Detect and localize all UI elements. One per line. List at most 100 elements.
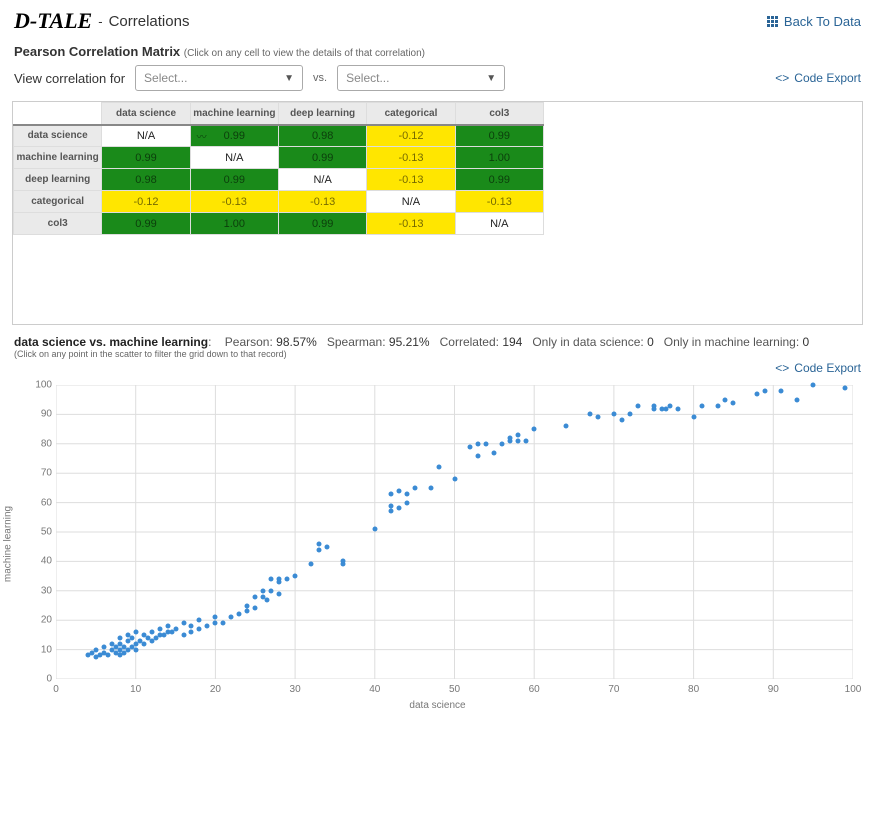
scatter-point[interactable] [595, 415, 600, 420]
matrix-cell[interactable]: 0.99 [102, 147, 190, 169]
scatter-point[interactable] [755, 391, 760, 396]
scatter-point[interactable] [763, 388, 768, 393]
scatter-point[interactable] [635, 403, 640, 408]
scatter-point[interactable] [181, 632, 186, 637]
matrix-cell[interactable]: -0.13 [367, 213, 455, 235]
scatter-point[interactable] [317, 547, 322, 552]
scatter-point[interactable] [699, 403, 704, 408]
matrix-cell[interactable]: -0.13 [190, 191, 278, 213]
scatter-point[interactable] [452, 477, 457, 482]
scatter-point[interactable] [117, 635, 122, 640]
matrix-cell[interactable]: 0.99〰 [190, 125, 278, 147]
scatter-point[interactable] [396, 488, 401, 493]
scatter-point[interactable] [476, 453, 481, 458]
column-select-2[interactable]: Select... ▼ [337, 65, 505, 91]
matrix-cell[interactable]: 0.99 [190, 169, 278, 191]
scatter-point[interactable] [404, 491, 409, 496]
matrix-cell[interactable]: -0.13 [455, 191, 543, 213]
matrix-cell[interactable]: -0.12 [367, 125, 455, 147]
scatter-point[interactable] [508, 435, 513, 440]
scatter-point[interactable] [516, 432, 521, 437]
scatter-point[interactable] [843, 385, 848, 390]
matrix-cell[interactable]: N/A [102, 125, 190, 147]
scatter-point[interactable] [715, 403, 720, 408]
scatter-point[interactable] [253, 606, 258, 611]
matrix-cell[interactable]: N/A [455, 213, 543, 235]
scatter-point[interactable] [173, 627, 178, 632]
scatter-point[interactable] [627, 412, 632, 417]
scatter-point[interactable] [619, 418, 624, 423]
column-select-1[interactable]: Select... ▼ [135, 65, 303, 91]
scatter-point[interactable] [340, 559, 345, 564]
matrix-cell[interactable]: -0.13 [367, 147, 455, 169]
matrix-cell[interactable]: N/A [278, 169, 366, 191]
matrix-cell[interactable]: N/A [190, 147, 278, 169]
scatter-point[interactable] [723, 397, 728, 402]
scatter-point[interactable] [412, 485, 417, 490]
scatter-point[interactable] [213, 615, 218, 620]
scatter-point[interactable] [245, 609, 250, 614]
scatter-point[interactable] [372, 527, 377, 532]
scatter-point[interactable] [277, 577, 282, 582]
scatter-point[interactable] [221, 621, 226, 626]
matrix-cell[interactable]: 0.99 [278, 147, 366, 169]
scatter-point[interactable] [795, 397, 800, 402]
scatter-point[interactable] [205, 624, 210, 629]
scatter-point[interactable] [141, 641, 146, 646]
scatter-point[interactable] [245, 603, 250, 608]
scatter-point[interactable] [157, 627, 162, 632]
scatter-point[interactable] [133, 629, 138, 634]
matrix-cell[interactable]: 0.98 [102, 169, 190, 191]
scatter-point[interactable] [277, 591, 282, 596]
code-export-link[interactable]: <> Code Export [775, 71, 861, 85]
scatter-point[interactable] [779, 388, 784, 393]
scatter-point[interactable] [468, 444, 473, 449]
scatter-point[interactable] [253, 594, 258, 599]
scatter-point[interactable] [667, 403, 672, 408]
scatter-point[interactable] [149, 629, 154, 634]
scatter-point[interactable] [213, 621, 218, 626]
scatter-point[interactable] [811, 383, 816, 388]
scatter-point[interactable] [691, 415, 696, 420]
matrix-cell[interactable]: 1.00 [190, 213, 278, 235]
scatter-point[interactable] [105, 653, 110, 658]
scatter-point[interactable] [197, 618, 202, 623]
scatter-point[interactable] [265, 597, 270, 602]
scatter-point[interactable] [388, 491, 393, 496]
matrix-cell[interactable]: 1.00 [455, 147, 543, 169]
scatter-point[interactable] [564, 424, 569, 429]
matrix-cell[interactable]: 0.99 [455, 169, 543, 191]
scatter-point[interactable] [651, 403, 656, 408]
scatter-point[interactable] [396, 506, 401, 511]
scatter-point[interactable] [229, 615, 234, 620]
scatter-point[interactable] [524, 438, 529, 443]
scatter-point[interactable] [587, 412, 592, 417]
scatter-point[interactable] [436, 465, 441, 470]
scatter-point[interactable] [675, 406, 680, 411]
scatter-point[interactable] [181, 621, 186, 626]
scatter-point[interactable] [388, 503, 393, 508]
scatter-point[interactable] [611, 412, 616, 417]
scatter-point[interactable] [388, 509, 393, 514]
scatter-point[interactable] [731, 400, 736, 405]
scatter-point[interactable] [428, 485, 433, 490]
scatter-point[interactable] [324, 544, 329, 549]
scatter-code-export-link[interactable]: <> Code Export [775, 361, 861, 375]
scatter-point[interactable] [309, 562, 314, 567]
scatter-point[interactable] [133, 647, 138, 652]
scatter-point[interactable] [269, 588, 274, 593]
matrix-cell[interactable]: -0.13 [367, 169, 455, 191]
scatter-point[interactable] [317, 541, 322, 546]
scatter-point[interactable] [237, 612, 242, 617]
back-to-data-link[interactable]: Back To Data [767, 14, 861, 29]
scatter-point[interactable] [165, 624, 170, 629]
plot-area[interactable] [56, 385, 853, 679]
scatter-point[interactable] [269, 577, 274, 582]
scatter-point[interactable] [197, 627, 202, 632]
scatter-point[interactable] [285, 577, 290, 582]
scatter-point[interactable] [101, 644, 106, 649]
matrix-cell[interactable]: N/A [367, 191, 455, 213]
scatter-point[interactable] [500, 441, 505, 446]
matrix-cell[interactable]: -0.13 [278, 191, 366, 213]
scatter-point[interactable] [476, 441, 481, 446]
